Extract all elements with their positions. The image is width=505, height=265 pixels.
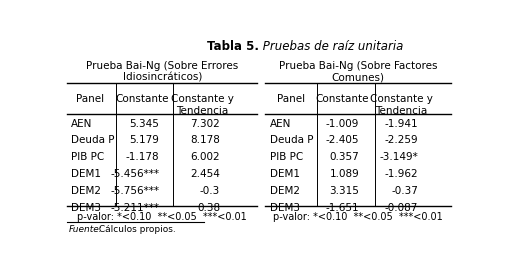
Text: Prueba Bai-Ng (Sobre Errores
Idiosincráticos): Prueba Bai-Ng (Sobre Errores Idiosincrát… — [86, 61, 238, 83]
Text: 0.38: 0.38 — [196, 203, 220, 213]
Text: -2.405: -2.405 — [325, 135, 359, 145]
Text: Panel: Panel — [277, 94, 305, 104]
Text: -1.962: -1.962 — [384, 169, 417, 179]
Text: Prueba Bai-Ng (Sobre Factores
Comunes): Prueba Bai-Ng (Sobre Factores Comunes) — [279, 61, 437, 83]
Text: -5.456***: -5.456*** — [110, 169, 159, 179]
Text: -0.087: -0.087 — [384, 203, 417, 213]
Text: 1.089: 1.089 — [329, 169, 359, 179]
Text: Constante y
Tendencia: Constante y Tendencia — [171, 94, 233, 116]
Text: -1.651: -1.651 — [325, 203, 359, 213]
Text: PIB PC: PIB PC — [71, 152, 104, 162]
Text: Pruebas de raíz unitaria: Pruebas de raíz unitaria — [259, 40, 403, 53]
Text: Constante: Constante — [315, 94, 369, 104]
Text: -1.009: -1.009 — [325, 118, 359, 129]
Text: 6.002: 6.002 — [190, 152, 220, 162]
Text: DEM3: DEM3 — [270, 203, 299, 213]
Text: Constante: Constante — [115, 94, 168, 104]
Text: Fuente:: Fuente: — [69, 225, 103, 234]
Text: -1.941: -1.941 — [384, 118, 417, 129]
Text: -5.756***: -5.756*** — [110, 186, 159, 196]
Text: p-valor: *<0.10  **<0.05  ***<0.01: p-valor: *<0.10 **<0.05 ***<0.01 — [77, 212, 246, 222]
Text: p-valor: *<0.10  **<0.05  ***<0.01: p-valor: *<0.10 **<0.05 ***<0.01 — [273, 212, 442, 222]
Text: Tabla 5.: Tabla 5. — [207, 40, 259, 53]
Text: -1.178: -1.178 — [125, 152, 159, 162]
Text: Constante y
Tendencia: Constante y Tendencia — [369, 94, 432, 116]
Text: PIB PC: PIB PC — [270, 152, 303, 162]
Text: -5.211***: -5.211*** — [110, 203, 159, 213]
Text: Deuda P: Deuda P — [71, 135, 114, 145]
Text: -0.3: -0.3 — [199, 186, 220, 196]
Text: DEM2: DEM2 — [71, 186, 101, 196]
Text: -0.37: -0.37 — [390, 186, 417, 196]
Text: DEM3: DEM3 — [71, 203, 101, 213]
Text: Panel: Panel — [76, 94, 104, 104]
Text: DEM2: DEM2 — [270, 186, 299, 196]
Text: 8.178: 8.178 — [190, 135, 220, 145]
Text: 0.357: 0.357 — [329, 152, 359, 162]
Text: Cálculos propios.: Cálculos propios. — [95, 225, 175, 234]
Text: 2.454: 2.454 — [190, 169, 220, 179]
Text: Deuda P: Deuda P — [270, 135, 313, 145]
Text: 5.345: 5.345 — [129, 118, 159, 129]
Text: 7.302: 7.302 — [190, 118, 220, 129]
Text: 3.315: 3.315 — [329, 186, 359, 196]
Text: -2.259: -2.259 — [384, 135, 417, 145]
Text: 5.179: 5.179 — [129, 135, 159, 145]
Text: -3.149*: -3.149* — [379, 152, 417, 162]
Text: AEN: AEN — [71, 118, 92, 129]
Text: AEN: AEN — [270, 118, 291, 129]
Text: DEM1: DEM1 — [270, 169, 299, 179]
Text: DEM1: DEM1 — [71, 169, 101, 179]
